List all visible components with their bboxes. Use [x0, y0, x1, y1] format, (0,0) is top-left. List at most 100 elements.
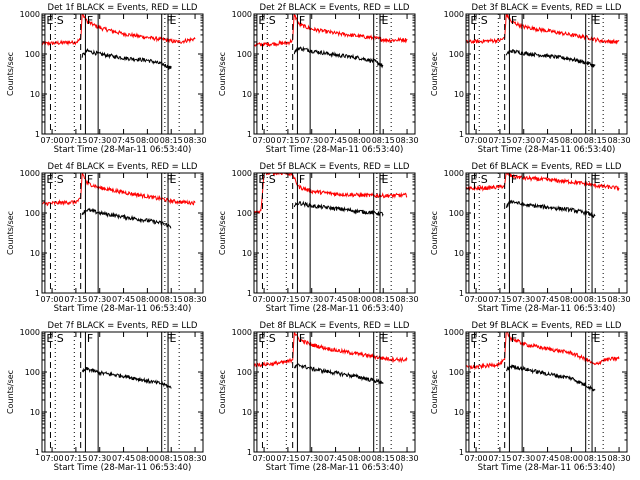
y-axis-label: Counts/sec	[6, 370, 15, 414]
events-trace	[293, 45, 384, 69]
plot-frame	[253, 172, 416, 294]
marker-label: S	[269, 173, 276, 186]
marker-label: E	[594, 14, 601, 27]
x-tick-label: 07:15	[276, 454, 299, 463]
marker-label: F	[166, 332, 172, 345]
panel-title: Det 6f BLACK = Events, RED = LLD	[472, 162, 622, 172]
y-tick-label: 10	[454, 90, 464, 99]
y-tick-label: 1	[247, 289, 252, 298]
x-tick-label: 07:00	[41, 295, 64, 304]
x-tick-label: 08:15	[160, 295, 183, 304]
y-tick-label: 100	[449, 209, 464, 218]
x-tick-label: 07:15	[488, 136, 511, 145]
y-tick-label: 10	[242, 408, 252, 417]
marker-label: E	[258, 332, 265, 345]
x-axis-label: Start Time (28-Mar-11 06:53:40)	[266, 145, 404, 155]
marker-label: S	[481, 332, 488, 345]
x-tick-label: 08:15	[584, 454, 607, 463]
y-tick-label: 1000	[232, 10, 252, 19]
y-tick-label: 1	[35, 289, 40, 298]
y-axis-label: Counts/sec	[6, 52, 15, 96]
y-axis-label: Counts/sec	[218, 52, 227, 96]
x-tick-label: 07:15	[488, 454, 511, 463]
x-tick-label: 08:30	[184, 454, 207, 463]
x-tick-label: 08:15	[584, 136, 607, 145]
x-tick-label: 07:45	[112, 454, 135, 463]
y-tick-label: 10	[30, 408, 40, 417]
y-tick-label: 1	[247, 448, 252, 457]
y-tick-label: 1000	[20, 328, 40, 337]
events-trace	[293, 200, 384, 217]
x-tick-label: 08:00	[560, 295, 583, 304]
y-tick-label: 10	[30, 90, 40, 99]
marker-label: F	[378, 173, 384, 186]
marker-label: F	[511, 173, 517, 186]
series-group	[42, 173, 196, 229]
panel-title: Det 9f BLACK = Events, RED = LLD	[472, 321, 622, 331]
y-axis-label: Counts/sec	[218, 370, 227, 414]
marker-label: F	[87, 332, 93, 345]
x-tick-label: 07:30	[300, 454, 323, 463]
marker-label: S	[481, 14, 488, 27]
plot-frame	[253, 331, 416, 453]
marker-label: F	[87, 173, 93, 186]
series-group	[466, 332, 620, 392]
x-axis-label: Start Time (28-Mar-11 06:53:40)	[54, 463, 192, 473]
plot-frame	[41, 172, 204, 294]
y-tick-label: 100	[449, 50, 464, 59]
x-tick-label: 07:30	[512, 136, 535, 145]
x-tick-label: 08:00	[136, 295, 159, 304]
marker-label: F	[299, 173, 305, 186]
marker-label: F	[590, 173, 596, 186]
y-tick-label: 1000	[20, 10, 40, 19]
y-tick-label: 10	[242, 90, 252, 99]
x-tick-label: 08:30	[608, 295, 631, 304]
y-tick-label: 1	[459, 289, 464, 298]
marker-label: S	[269, 332, 276, 345]
lld-trace	[466, 14, 620, 45]
y-tick-label: 1	[459, 448, 464, 457]
y-tick-label: 10	[454, 249, 464, 258]
y-tick-label: 1000	[444, 169, 464, 178]
series-group	[466, 14, 620, 68]
x-tick-label: 07:45	[324, 136, 347, 145]
x-tick-label: 07:15	[64, 136, 87, 145]
y-tick-label: 1000	[20, 169, 40, 178]
lld-trace	[42, 14, 196, 47]
x-tick-label: 08:00	[136, 136, 159, 145]
x-tick-label: 08:00	[560, 454, 583, 463]
lld-trace	[466, 332, 620, 371]
marker-label: E	[46, 332, 53, 345]
x-tick-label: 07:45	[112, 136, 135, 145]
y-tick-label: 1000	[232, 169, 252, 178]
x-tick-label: 08:15	[584, 295, 607, 304]
y-tick-label: 1	[35, 130, 40, 139]
marker-label: F	[511, 332, 517, 345]
series-group	[254, 332, 408, 385]
panel-title: Det 3f BLACK = Events, RED = LLD	[472, 3, 622, 13]
x-tick-label: 07:00	[253, 136, 276, 145]
x-tick-label: 08:30	[396, 136, 419, 145]
x-tick-label: 07:00	[41, 136, 64, 145]
plot-frame	[41, 13, 204, 135]
x-tick-label: 07:30	[88, 454, 111, 463]
marker-label: S	[57, 14, 64, 27]
marker-label: E	[46, 173, 53, 186]
marker-label: F	[166, 14, 172, 27]
marker-label: F	[299, 14, 305, 27]
marker-label: F	[87, 14, 93, 27]
marker-label: F	[590, 14, 596, 27]
x-tick-label: 07:30	[88, 136, 111, 145]
y-tick-label: 100	[449, 368, 464, 377]
panel-title: Det 1f BLACK = Events, RED = LLD	[48, 3, 198, 13]
marker-label: E	[382, 332, 389, 345]
x-axis-label: Start Time (28-Mar-11 06:53:40)	[266, 463, 404, 473]
panel-title: Det 4f BLACK = Events, RED = LLD	[48, 162, 198, 172]
marker-label: S	[57, 173, 64, 186]
y-tick-label: 100	[25, 209, 40, 218]
x-tick-label: 07:30	[512, 454, 535, 463]
x-tick-label: 08:00	[560, 136, 583, 145]
